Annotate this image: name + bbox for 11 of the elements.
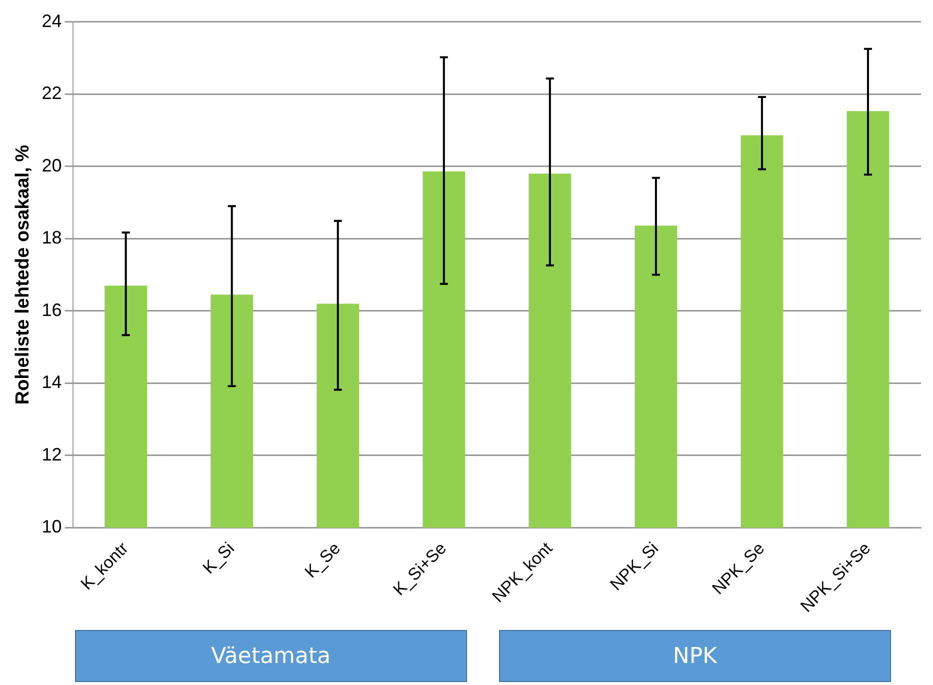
y-tick-label: 20 [42,155,62,176]
y-tick-label: 24 [42,10,62,31]
y-tick-label: 18 [42,228,62,248]
y-tick-label: 10 [42,516,62,537]
y-tick-label: 16 [42,300,62,320]
text: NPK [498,630,891,682]
y-axis-title: Roheliste lehtede osakaal, % [12,144,34,405]
y-tick-label: 22 [42,83,62,104]
text: Väetamata [74,630,467,682]
y-tick-label: 12 [42,444,62,464]
y-tick-label: 14 [42,372,62,392]
